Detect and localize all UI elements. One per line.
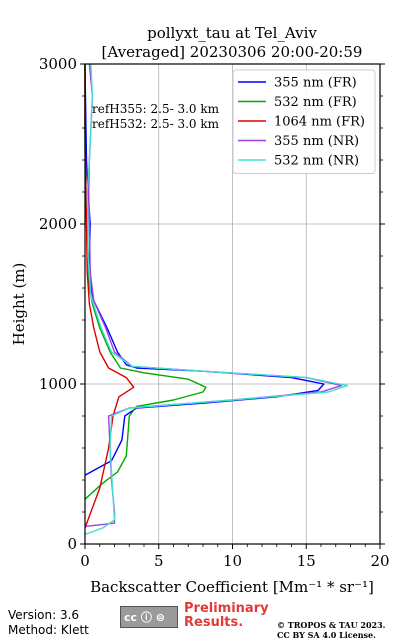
method-text: Method: Klett xyxy=(8,623,89,637)
y-tick-label: 1000 xyxy=(39,375,77,393)
version-text: Version: 3.6 xyxy=(8,608,80,622)
legend-label: 532 nm (NR) xyxy=(274,154,359,169)
license-text: © TROPOS & TAU 2023. CC BY SA 4.0 Licens… xyxy=(277,620,397,640)
x-tick-label: 20 xyxy=(370,552,389,570)
y-axis-label: Height (m) xyxy=(10,263,28,346)
chart-title: pollyxt_tau at Tel_Aviv xyxy=(147,24,317,42)
series-line-2 xyxy=(84,64,135,529)
series-line-4 xyxy=(84,63,349,536)
series-lines xyxy=(84,63,349,536)
legend-box xyxy=(232,69,376,174)
legend-label: 1064 nm (FR) xyxy=(274,115,365,130)
annotation-refh532: refH532: 2.5- 3.0 km xyxy=(92,117,220,131)
annotation-refh355: refH355: 2.5- 3.0 km xyxy=(92,102,220,116)
license-line: CC BY SA 4.0 License. xyxy=(277,630,376,640)
legend: 355 nm (FR) 532 nm (FR) 1064 nm (FR) 355 nm… xyxy=(232,69,376,174)
x-tick-label: 15 xyxy=(297,552,316,570)
cc-license-badge: cc ⓘ ⊜ xyxy=(120,606,178,628)
x-tick-label: 10 xyxy=(223,552,242,570)
legend-label: 532 nm (FR) xyxy=(274,95,357,110)
legend-label: 355 nm (FR) xyxy=(274,76,357,91)
chart-subtitle: [Averaged] 20230306 20:00-20:59 xyxy=(102,43,363,61)
x-tick-label: 0 xyxy=(80,552,90,570)
backscatter-chart: 0 5 10 15 20 0 1000 2000 3000 pollyxt_tau at Tel… xyxy=(10,24,390,596)
y-tick-label: 3000 xyxy=(39,55,77,73)
y-tick-label: 0 xyxy=(67,535,77,553)
x-axis-label: Backscatter Coefficient [Mm⁻¹ * sr⁻¹] xyxy=(90,578,374,596)
axis-ticks: 0 5 10 15 20 0 1000 2000 3000 xyxy=(39,55,390,570)
preliminary-results-text: Preliminary Results. xyxy=(184,601,269,630)
y-tick-label: 2000 xyxy=(39,215,77,233)
copyright-line: © TROPOS & TAU 2023. xyxy=(277,620,386,630)
cc-badge-label: cc ⓘ ⊜ xyxy=(124,611,165,624)
x-tick-label: 5 xyxy=(154,552,164,570)
legend-label: 355 nm (NR) xyxy=(274,134,359,149)
